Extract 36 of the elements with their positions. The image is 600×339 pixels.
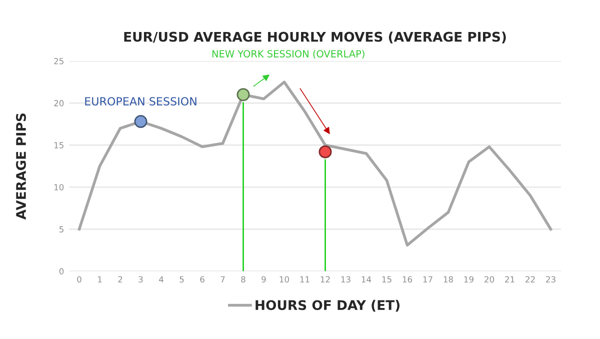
y-tick-label: 20 [54, 100, 64, 106]
x-tick-label: 0 [77, 276, 82, 283]
annotation: EUROPEAN SESSION [85, 97, 196, 106]
x-tick-label: 15 [382, 276, 392, 283]
x-tick-label: 5 [180, 276, 184, 283]
y-tick-label: 0 [59, 268, 64, 274]
x-tick-label: 1 [98, 276, 102, 282]
y-axis-title: AVERAGE PIPS [16, 114, 26, 220]
x-tick-label: 23 [546, 276, 556, 283]
x-tick-label: 21 [505, 276, 514, 282]
x-tick-label: 17 [423, 276, 432, 282]
x-tick-label: 4 [159, 276, 164, 282]
x-tick-label: 9 [262, 276, 266, 283]
x-tick-label: 3 [138, 276, 143, 283]
y-tick-label: 15 [54, 142, 64, 148]
legend-label: HOURS OF DAY (ET) [256, 300, 400, 312]
x-tick-label: 6 [200, 276, 204, 283]
x-tick-label: 20 [484, 276, 494, 283]
text: NEW YORK SESSION (OVERLAP) [212, 50, 364, 59]
x-tick-label: 14 [362, 276, 372, 282]
x-tick-label: 8 [241, 276, 246, 283]
chart-title: EUR/USD AVERAGE HOURLY MOVES (AVERAGE PIPS) [124, 32, 506, 44]
x-tick-label: 2 [118, 276, 122, 282]
y-tick-label: 5 [59, 226, 64, 232]
x-tick-label: 7 [220, 276, 225, 282]
line-series [78, 80, 552, 247]
x-tick-label: 19 [464, 276, 474, 283]
x-tick-label: 22 [526, 276, 535, 282]
y-tick-label: 25 [54, 58, 64, 64]
x-tick-label: 16 [402, 276, 412, 283]
x-tick-label: 10 [280, 276, 289, 283]
x-tick-label: 12 [320, 276, 330, 282]
x-tick-label: 11 [300, 276, 310, 282]
x-tick-label: 13 [341, 276, 350, 283]
y-tick-label: 10 [54, 184, 64, 190]
x-tick-label: 18 [444, 276, 453, 283]
